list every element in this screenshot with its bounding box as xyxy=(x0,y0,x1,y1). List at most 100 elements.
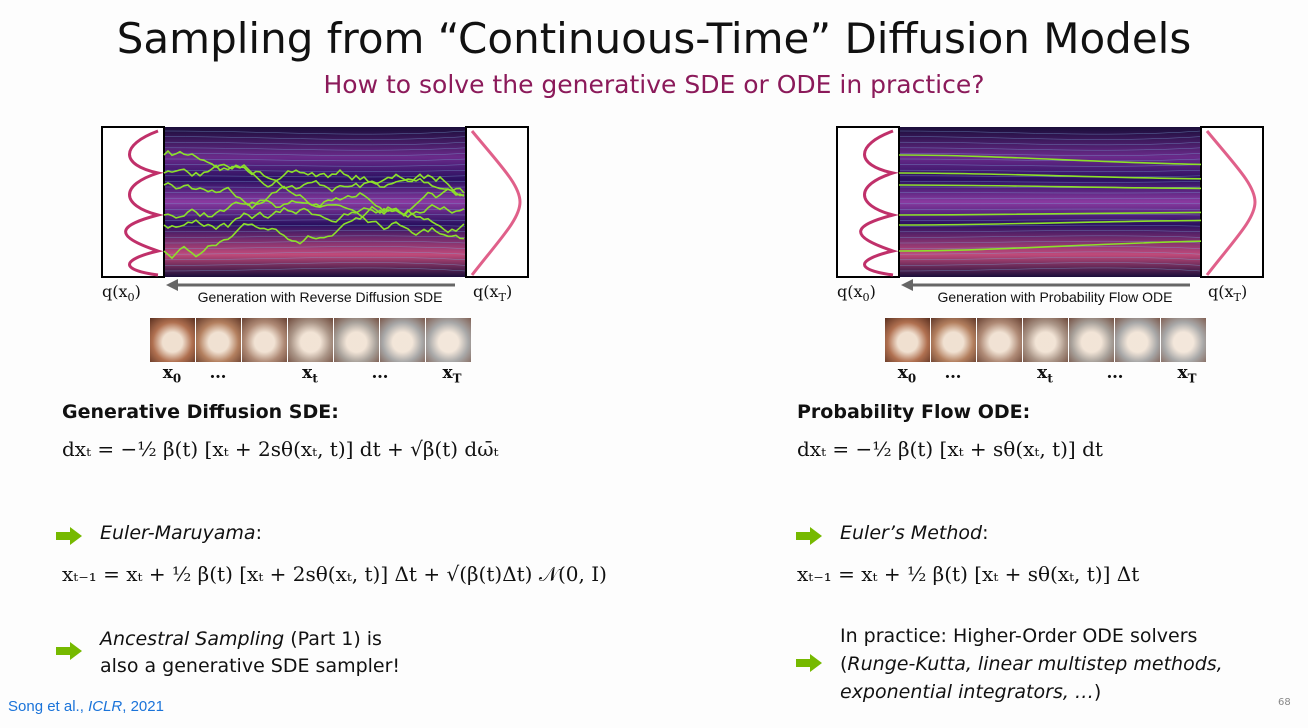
note-text: ) xyxy=(1093,681,1102,703)
frame-base: x xyxy=(897,363,908,383)
density-left xyxy=(859,129,899,277)
method: Euler-Maruyama: xyxy=(100,522,262,544)
q-sub: T xyxy=(498,291,506,305)
note: In practice: Higher-Order ODE solvers (Ru… xyxy=(840,622,1223,706)
sample-thumbnail xyxy=(380,318,425,362)
sample-thumbnail xyxy=(242,318,287,362)
bullet-arrow xyxy=(56,527,82,545)
update-equation: xₜ₋₁ = xₜ + ½ β(t) [xₜ + sθ(xₜ, t)] Δt xyxy=(797,562,1140,586)
slide-subtitle: How to solve the generative SDE or ODE i… xyxy=(323,70,985,99)
flow-line xyxy=(898,181,1202,183)
frame-label: xt xyxy=(302,363,318,385)
flow-line xyxy=(163,186,467,188)
flow-line xyxy=(898,267,1202,272)
frame-label: x0 xyxy=(163,363,181,385)
method-suffix: : xyxy=(982,522,989,544)
sample-thumbnail xyxy=(1161,318,1206,362)
flow-line xyxy=(163,169,467,172)
frame-label: xT xyxy=(1178,363,1197,385)
box-right xyxy=(1200,126,1264,278)
flow-line xyxy=(163,158,467,162)
caption: Generation with Reverse Diffusion SDE xyxy=(197,289,443,305)
sample-thumbnail xyxy=(1115,318,1160,362)
sample-thumbnail xyxy=(426,318,471,362)
trajectory xyxy=(898,219,1202,226)
trajectory xyxy=(163,181,465,217)
q-text: q(x xyxy=(837,282,863,301)
column: Generative Diffusion SDE: dxₜ = −½ β(t) … xyxy=(62,401,498,461)
citation[interactable]: Song et al., ICLR, 2021 xyxy=(8,698,164,715)
frame-base: x xyxy=(1177,363,1188,383)
bullet-arrow xyxy=(56,642,82,660)
sample-thumbnail xyxy=(196,318,241,362)
flow-line xyxy=(163,136,467,140)
flow-line xyxy=(898,251,1202,255)
method: Euler’s Method: xyxy=(840,522,988,544)
q-label: q(x0) xyxy=(102,282,141,304)
flow-line xyxy=(898,256,1202,261)
density-right xyxy=(470,130,522,276)
page-number: 68 xyxy=(1278,697,1291,708)
flow-line xyxy=(898,136,1202,140)
flow-line xyxy=(898,235,1202,238)
flow-line xyxy=(163,246,467,249)
diffusion-figure xyxy=(836,126,1264,291)
frame-sub: t xyxy=(1047,371,1053,386)
flow-line xyxy=(163,235,467,238)
box-right xyxy=(465,126,529,278)
q-text: q(x xyxy=(102,282,128,301)
citation-year[interactable]: , 2021 xyxy=(122,698,164,715)
panel: q(x0) q(xT) Generation with Probability Fl… xyxy=(835,125,1265,385)
flow-line xyxy=(898,158,1202,162)
trajectory xyxy=(898,240,1202,252)
flow-line xyxy=(898,224,1202,227)
density-right xyxy=(1205,130,1257,276)
arrow-head xyxy=(166,279,178,291)
flow-line xyxy=(898,153,1202,156)
frame-base: … xyxy=(209,363,227,383)
method-suffix: : xyxy=(255,522,262,544)
flow-line xyxy=(163,141,467,146)
q-label: q(xT) xyxy=(473,282,512,304)
note-text: In practice: Higher-Order ODE solvers xyxy=(840,625,1198,647)
q-text: q(x xyxy=(473,282,499,301)
sample-thumbnail xyxy=(931,318,976,362)
sample-thumbnail xyxy=(334,318,379,362)
slide-title: Sampling from “Continuous-Time” Diffusio… xyxy=(116,14,1192,63)
flow-line xyxy=(163,224,467,227)
panel: q(x0) q(xT) Generation with Reverse Diffus… xyxy=(100,125,530,385)
citation-authors[interactable]: Song et al., xyxy=(8,698,89,715)
flow-line xyxy=(163,262,467,266)
trajectory xyxy=(898,184,1202,190)
diffusion-figure xyxy=(101,126,529,291)
flow-line xyxy=(898,169,1202,172)
equation: dxₜ = −½ β(t) [xₜ + sθ(xₜ, t)] dt xyxy=(797,437,1103,461)
flow-line xyxy=(898,262,1202,266)
frame-sub: 0 xyxy=(172,371,182,386)
frame-label: xT xyxy=(443,363,462,385)
method-name: Euler-Maruyama xyxy=(100,522,256,544)
flow-line xyxy=(163,267,467,272)
citation-venue[interactable]: ICLR xyxy=(88,698,123,715)
method-name: Euler’s Method xyxy=(840,522,983,544)
q-sub: T xyxy=(1233,291,1241,305)
frame-sub: T xyxy=(1187,371,1197,386)
sample-thumbnail xyxy=(1023,318,1068,362)
flow-line xyxy=(163,130,467,135)
bullet-arrow xyxy=(796,527,822,545)
trajectory xyxy=(163,203,465,260)
q-text: ) xyxy=(869,282,876,301)
q-text: ) xyxy=(505,282,513,301)
sample-thumbnail xyxy=(1069,318,1114,362)
note-text: (Part 1) is xyxy=(284,628,382,650)
frame-base: x xyxy=(162,363,173,383)
flow-line xyxy=(163,240,467,244)
note: Ancestral Sampling (Part 1) is also a gen… xyxy=(100,626,400,680)
note-italic: Ancestral Sampling xyxy=(100,628,285,650)
field xyxy=(899,127,1201,277)
frame-label: … xyxy=(372,363,389,383)
flow-line xyxy=(898,230,1202,233)
q-label: q(x0) xyxy=(837,282,876,304)
trajectory xyxy=(898,172,1202,180)
